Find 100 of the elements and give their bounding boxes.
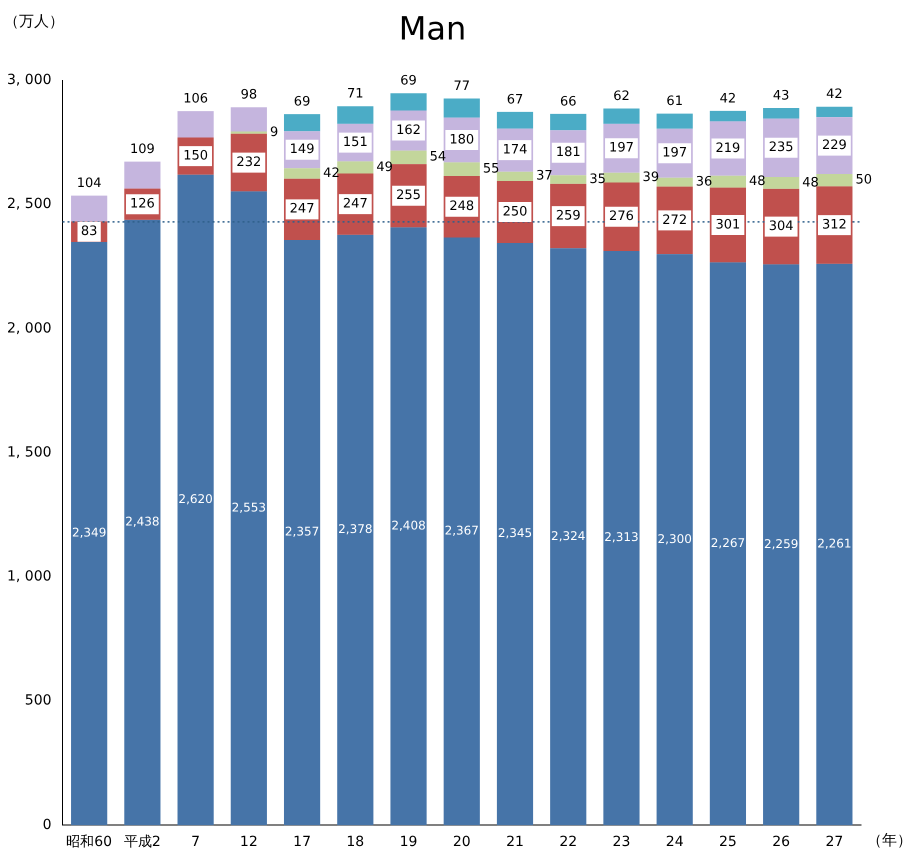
x-tick-label: 平成2 bbox=[124, 834, 161, 850]
data-label: 2,553 bbox=[232, 500, 266, 514]
data-label: 54 bbox=[430, 150, 446, 165]
data-label: 71 bbox=[347, 86, 364, 102]
bar bbox=[390, 227, 427, 826]
data-label: 9 bbox=[270, 125, 278, 140]
data-label: 48 bbox=[802, 175, 819, 190]
bar bbox=[710, 262, 746, 826]
x-tick-label: 18 bbox=[346, 834, 364, 850]
bar bbox=[390, 150, 427, 164]
bar bbox=[816, 174, 852, 186]
data-label: 259 bbox=[556, 208, 581, 224]
x-tick-label: 24 bbox=[666, 834, 684, 850]
bar bbox=[816, 264, 852, 826]
data-label: 247 bbox=[290, 202, 314, 217]
data-label: 2,261 bbox=[817, 536, 852, 551]
bar bbox=[603, 250, 640, 826]
data-label: 39 bbox=[642, 170, 660, 185]
y-tick-label: 2, 500 bbox=[7, 196, 52, 212]
data-label: 35 bbox=[589, 172, 606, 187]
data-label: 181 bbox=[556, 145, 581, 160]
bar bbox=[763, 108, 800, 119]
data-label: 42 bbox=[720, 91, 736, 106]
x-tick-label: 20 bbox=[452, 834, 471, 850]
data-label: 2,349 bbox=[72, 526, 106, 540]
data-label: 69 bbox=[294, 94, 310, 110]
data-label: 162 bbox=[396, 122, 421, 138]
bar bbox=[124, 220, 160, 826]
bar bbox=[816, 106, 852, 118]
data-label: 232 bbox=[236, 154, 262, 170]
bar bbox=[710, 176, 746, 188]
data-label: 219 bbox=[716, 140, 740, 156]
y-tick-label: 500 bbox=[24, 692, 52, 709]
bar bbox=[496, 112, 534, 129]
y-tick-label: 3, 000 bbox=[7, 72, 52, 88]
bar bbox=[496, 172, 534, 181]
x-tick-label: 7 bbox=[191, 834, 200, 850]
x-tick-label: 27 bbox=[825, 834, 844, 850]
data-label: 2,438 bbox=[125, 514, 160, 529]
data-label: 255 bbox=[396, 188, 421, 204]
bar bbox=[550, 248, 586, 826]
bar bbox=[230, 107, 267, 132]
x-tick-label: 23 bbox=[612, 834, 630, 850]
data-label: 174 bbox=[502, 142, 528, 158]
bar bbox=[444, 98, 480, 118]
data-label: 66 bbox=[560, 94, 576, 110]
data-label: 151 bbox=[342, 134, 368, 150]
data-label: 247 bbox=[342, 196, 368, 212]
bar bbox=[337, 234, 374, 826]
bar bbox=[390, 93, 427, 110]
data-label: 42 bbox=[826, 87, 843, 102]
bar bbox=[178, 111, 214, 138]
data-label: 2,408 bbox=[391, 518, 426, 532]
data-label: 229 bbox=[822, 138, 847, 153]
data-label: 2,357 bbox=[284, 524, 320, 539]
chart-title: Man bbox=[398, 10, 466, 48]
data-label: 2,313 bbox=[604, 530, 639, 544]
data-label: 197 bbox=[609, 140, 634, 156]
y-axis-title: （万人） bbox=[4, 12, 64, 30]
data-label: 48 bbox=[749, 174, 766, 190]
data-label: 104 bbox=[76, 176, 102, 191]
data-label: 83 bbox=[80, 224, 98, 240]
data-label: 55 bbox=[482, 162, 500, 177]
data-label: 2,367 bbox=[444, 524, 479, 538]
data-label: 2,259 bbox=[764, 536, 798, 551]
data-label: 250 bbox=[502, 204, 528, 220]
data-label: 69 bbox=[400, 74, 417, 89]
x-tick-label: 26 bbox=[772, 834, 790, 850]
x-tick-label: 昭和60 bbox=[66, 834, 112, 850]
data-label: 150 bbox=[183, 148, 208, 164]
bar bbox=[656, 178, 693, 187]
data-label: 2,620 bbox=[178, 492, 213, 506]
data-label: 106 bbox=[183, 92, 208, 107]
bar bbox=[710, 110, 746, 122]
data-label: 2,300 bbox=[658, 532, 692, 546]
y-tick-label: 1, 500 bbox=[7, 444, 52, 460]
data-label: 2,267 bbox=[710, 536, 746, 550]
bar bbox=[230, 191, 267, 826]
y-tick-label: 0 bbox=[42, 816, 52, 833]
data-label: 2,345 bbox=[498, 526, 532, 540]
x-tick-label: 12 bbox=[240, 834, 258, 850]
bar bbox=[337, 161, 374, 174]
data-label: 126 bbox=[130, 196, 155, 212]
data-label: 301 bbox=[716, 217, 740, 232]
data-label: 42 bbox=[323, 166, 340, 181]
data-label: 248 bbox=[449, 199, 474, 214]
bar bbox=[603, 108, 640, 124]
x-tick-label: 22 bbox=[559, 834, 578, 850]
data-label: 98 bbox=[240, 88, 258, 103]
data-label: 312 bbox=[822, 218, 847, 233]
data-label: 50 bbox=[855, 172, 872, 188]
bar bbox=[550, 114, 586, 130]
data-label: 276 bbox=[609, 209, 634, 224]
bar bbox=[284, 168, 320, 179]
x-tick-label: 17 bbox=[293, 834, 311, 850]
x-axis-title: （年） bbox=[867, 831, 912, 850]
y-tick-label: 1, 000 bbox=[7, 568, 52, 585]
bar bbox=[124, 162, 160, 189]
bar bbox=[550, 175, 586, 184]
data-label: 36 bbox=[696, 174, 712, 190]
